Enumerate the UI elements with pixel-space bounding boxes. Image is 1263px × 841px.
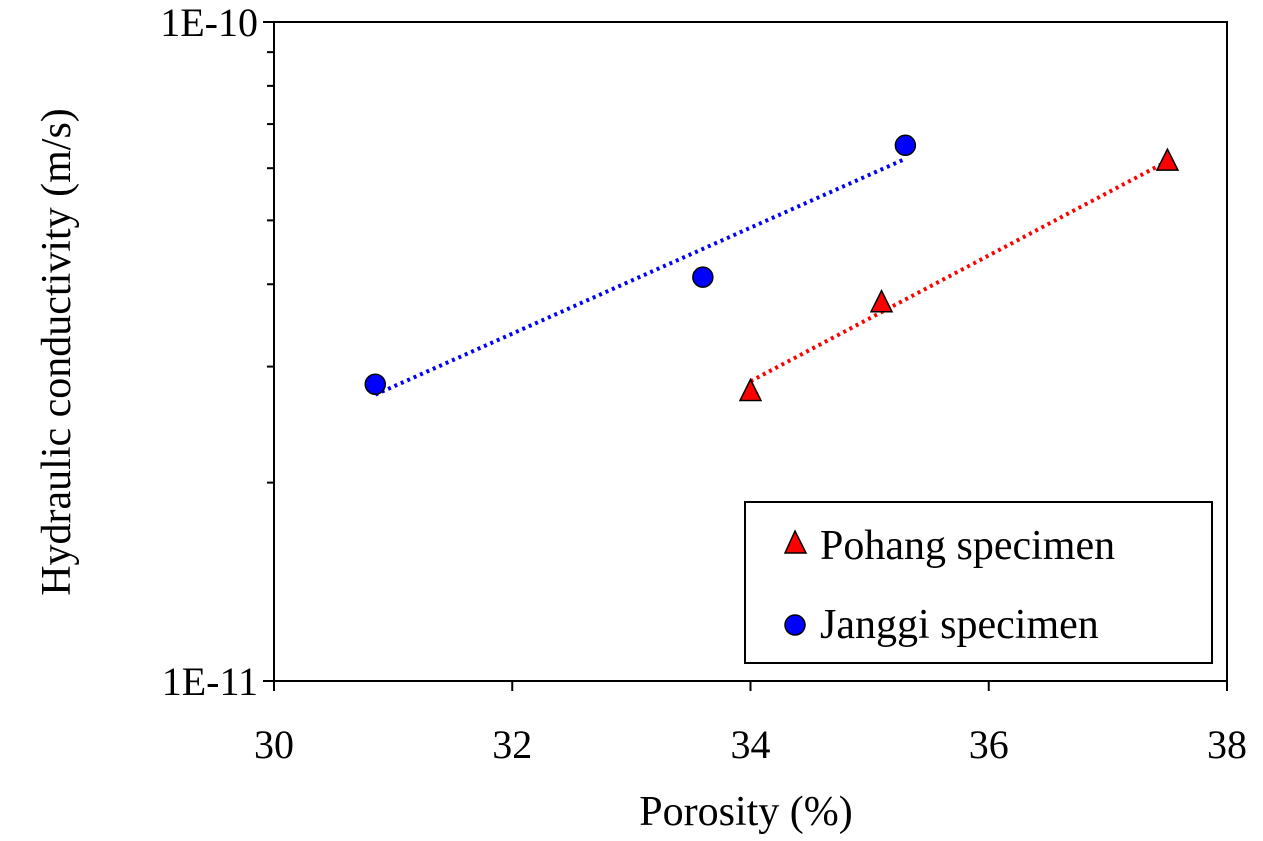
y-axis-title: Hydraulic conductivity (m/s)	[34, 108, 80, 596]
legend-marker-pohang	[783, 529, 808, 554]
x-tick-label: 30	[254, 722, 294, 767]
data-point-janggi	[364, 373, 387, 396]
axis-ticks: 30 32 34 36 38 1E-11 1E-10	[160, 0, 1247, 767]
legend-box	[744, 501, 1213, 664]
y-minor-ticks	[267, 51, 274, 484]
y-tick-label: 1E-11	[162, 659, 258, 704]
x-axis-title: Porosity (%)	[639, 789, 853, 835]
legend: Pohang specimen Janggi specimen	[744, 501, 1213, 664]
data-point-pohang	[1155, 147, 1180, 171]
legend-label-janggi: Janggi specimen	[820, 602, 1099, 648]
data-point-pohang	[738, 377, 763, 402]
data-point-janggi	[692, 266, 714, 288]
data-point-janggi	[894, 134, 917, 157]
trendline-janggi	[374, 156, 907, 397]
legend-marker-janggi	[784, 614, 806, 636]
legend-label-pohang: Pohang specimen	[820, 523, 1115, 569]
trendline-pohang	[749, 159, 1169, 384]
x-tick-label: 32	[492, 722, 532, 767]
x-tick-label: 38	[1207, 722, 1247, 767]
trendlines	[374, 156, 1169, 397]
x-tick-label: 36	[969, 722, 1009, 767]
y-tick-label: 1E-10	[160, 0, 258, 45]
data-points	[364, 134, 1180, 402]
data-point-pohang	[869, 289, 894, 313]
x-tick-label: 34	[731, 722, 771, 767]
